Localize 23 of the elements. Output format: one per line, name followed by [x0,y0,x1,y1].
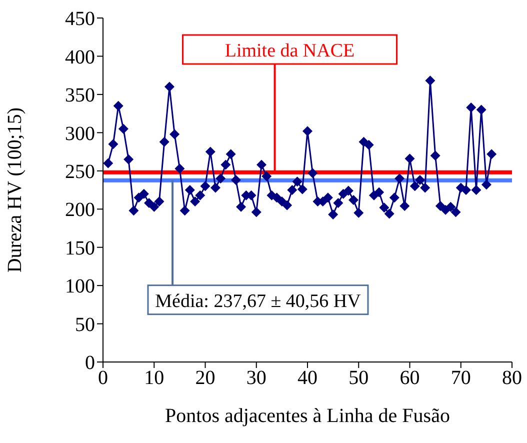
x-tick-label: 20 [195,367,216,390]
y-tick-label: 300 [65,122,95,145]
y-tick-label: 450 [65,8,95,30]
y-tick-label: 400 [65,46,95,68]
callout-box: Limite da NACE [182,34,398,172]
y-tick-label: 50 [75,314,95,336]
x-axis-title: Pontos adjacentes à Linha de Fusão [165,405,450,427]
y-tick-label: 250 [65,160,95,183]
ref-line-label: Média: 237,67 ± 40,56 HV [155,290,362,312]
y-tick-label: 350 [65,84,95,107]
y-tick-label: 200 [65,199,95,222]
y-tick-label: 150 [65,237,95,260]
y-tick-label: 100 [65,276,95,298]
y-axis-title: Dureza HV (100;15) [4,107,26,273]
x-tick-label: 70 [450,367,471,390]
x-tick-label: 40 [298,367,318,390]
x-tick-label: 60 [400,367,420,390]
x-tick-label: 80 [502,367,522,390]
y-tick-label: 0 [85,352,95,374]
x-tick-label: 30 [246,367,266,390]
ref-line-label: Limite da NACE [224,40,355,62]
x-tick-label: 10 [144,367,164,390]
x-tick-label: 50 [348,367,369,390]
